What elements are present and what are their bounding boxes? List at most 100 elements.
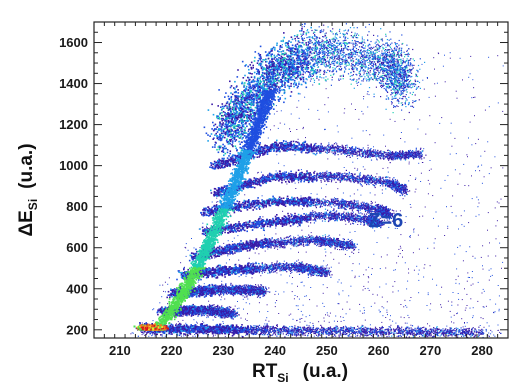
data-point [348,61,350,64]
data-point [418,81,421,84]
data-point [249,116,251,118]
data-point [317,42,319,44]
data-point [400,50,402,52]
data-point [318,321,320,323]
data-point [382,72,384,74]
data-point [359,49,362,51]
data-point [233,125,236,127]
data-point [226,117,229,119]
data-point [383,134,385,136]
data-point [362,166,364,168]
data-point [400,70,402,73]
data-point [316,53,318,55]
data-point [333,258,335,260]
data-point [477,281,479,283]
data-point [222,151,225,153]
data-point [414,94,416,96]
data-point [224,111,226,114]
data-point [148,335,150,337]
data-point [287,64,290,67]
data-point [356,33,358,35]
data-point [394,90,396,92]
data-point [358,34,360,36]
data-point [312,58,314,60]
data-point [367,106,369,108]
data-point [246,117,248,119]
data-point [262,59,264,61]
data-point [410,58,412,60]
data-point [395,55,397,57]
data-point [362,60,364,62]
data-point [285,66,287,69]
data-point [470,298,472,300]
data-point [412,83,414,85]
data-point [238,108,240,111]
data-point [308,62,310,64]
data-point [390,48,392,50]
data-point [347,54,349,56]
data-point [368,73,370,75]
data-point [340,57,342,60]
data-point [276,154,278,156]
data-point [227,143,230,145]
data-point [301,281,303,283]
data-point [379,65,382,68]
data-point [259,59,262,61]
data-point [404,299,406,301]
data-point [401,47,403,49]
data-point [218,146,221,149]
data-point [361,36,363,38]
data-point [394,83,396,85]
data-point [434,142,436,144]
data-point [294,45,297,47]
data-point [340,42,342,44]
data-point [267,137,269,139]
data-point [296,246,298,248]
data-point [227,109,230,112]
data-point [466,322,468,324]
data-point [274,99,276,101]
data-point [288,49,290,52]
data-point [301,38,304,40]
data-point [462,260,464,262]
data-point [357,168,359,170]
data-point [402,72,404,74]
data-point [303,43,305,46]
data-point [497,324,499,326]
data-point [397,99,399,101]
data-point [398,39,400,42]
data-point [410,84,412,86]
data-point [273,113,275,115]
data-point [373,55,375,57]
data-point [372,328,374,330]
data-point [475,143,477,145]
data-point [345,223,347,225]
data-point [221,280,223,282]
data-point [378,309,380,311]
data-point [225,102,228,105]
data-point [406,99,408,101]
data-point [336,32,338,34]
data-point [237,69,239,71]
data-point [415,188,417,190]
data-point [331,43,333,45]
data-point [363,49,365,52]
data-point [397,93,399,95]
data-point [326,312,328,314]
data-point [379,286,381,288]
data-point [263,59,266,61]
data-point [302,73,304,76]
data-point [404,222,406,223]
data-point [346,60,348,62]
data-point [284,247,286,249]
data-point [296,34,299,36]
data-point [212,113,215,116]
data-point [263,67,265,69]
data-point [355,47,358,50]
data-point [281,65,284,68]
data-point [307,36,309,38]
data-point [231,130,233,132]
data-point [379,56,381,58]
data-point [242,123,245,126]
data-point [288,40,290,42]
